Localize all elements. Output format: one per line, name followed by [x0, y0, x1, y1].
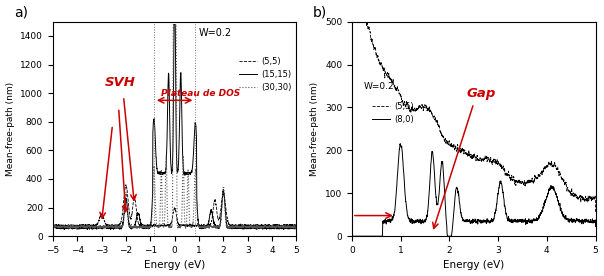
Text: a): a) — [14, 6, 28, 20]
(15,15) — [49, 229, 56, 232]
(8,0) — [460, 219, 467, 222]
(5,5) — [123, 183, 130, 187]
(8,0) — [585, 221, 593, 224]
(8,0) — [592, 225, 599, 228]
(8,0) — [467, 222, 474, 225]
Line: (5,5): (5,5) — [352, 22, 596, 213]
(15,15) — [226, 227, 234, 230]
(30,30) — [165, 226, 172, 229]
(30,30) — [170, 23, 177, 26]
(5,5) — [293, 227, 300, 230]
Text: W=0.2: W=0.2 — [199, 28, 232, 38]
(5,5) — [361, 20, 368, 23]
X-axis label: Energy (eV): Energy (eV) — [144, 261, 205, 270]
Y-axis label: Mean-free-path (nm): Mean-free-path (nm) — [310, 82, 320, 176]
(5,5) — [153, 224, 161, 227]
(15,15) — [170, 23, 178, 26]
(15,15) — [152, 135, 159, 139]
(8,0) — [349, 235, 356, 238]
(15,15) — [285, 225, 292, 229]
(30,30) — [293, 226, 300, 229]
(5,5) — [273, 225, 280, 228]
Text: b): b) — [313, 6, 327, 20]
(30,30) — [153, 225, 161, 228]
(5,5) — [165, 224, 172, 227]
(5,5) — [460, 151, 467, 154]
Text: W=0.2: W=0.2 — [364, 82, 395, 91]
(5,5) — [285, 223, 292, 227]
(5,5) — [226, 223, 234, 226]
(8,0) — [397, 142, 404, 145]
(15,15) — [273, 226, 280, 230]
Text: Gap: Gap — [466, 87, 496, 100]
(8,0) — [540, 204, 547, 207]
(8,0) — [585, 219, 592, 222]
(5,5) — [349, 20, 356, 23]
Text: SVH: SVH — [105, 76, 136, 89]
Line: (5,5): (5,5) — [53, 185, 297, 229]
Line: (8,0): (8,0) — [352, 144, 596, 236]
Line: (30,30): (30,30) — [53, 25, 297, 232]
Line: (15,15): (15,15) — [53, 25, 297, 230]
(5,5) — [152, 224, 159, 227]
(5,5) — [585, 199, 593, 203]
(5,5) — [592, 211, 599, 214]
(5,5) — [467, 155, 474, 158]
(5,5) — [540, 166, 547, 170]
(30,30) — [226, 226, 234, 229]
(15,15) — [293, 229, 300, 232]
(15,15) — [153, 168, 161, 171]
(5,5) — [49, 227, 56, 231]
X-axis label: Energy (eV): Energy (eV) — [443, 261, 504, 270]
(5,5) — [585, 197, 592, 200]
(5,5) — [349, 99, 356, 102]
(30,30) — [49, 230, 56, 233]
(30,30) — [285, 225, 292, 229]
(30,30) — [273, 224, 280, 227]
(15,15) — [165, 72, 172, 75]
Legend: (5,5), (15,15), (30,30): (5,5), (15,15), (30,30) — [235, 54, 295, 96]
Text: Plateau de DOS: Plateau de DOS — [161, 89, 240, 98]
Y-axis label: Mean-free-path (nm): Mean-free-path (nm) — [5, 82, 14, 176]
(30,30) — [152, 197, 159, 200]
(8,0) — [361, 235, 368, 238]
Legend: (5,5), (8,0): (5,5), (8,0) — [368, 99, 417, 128]
